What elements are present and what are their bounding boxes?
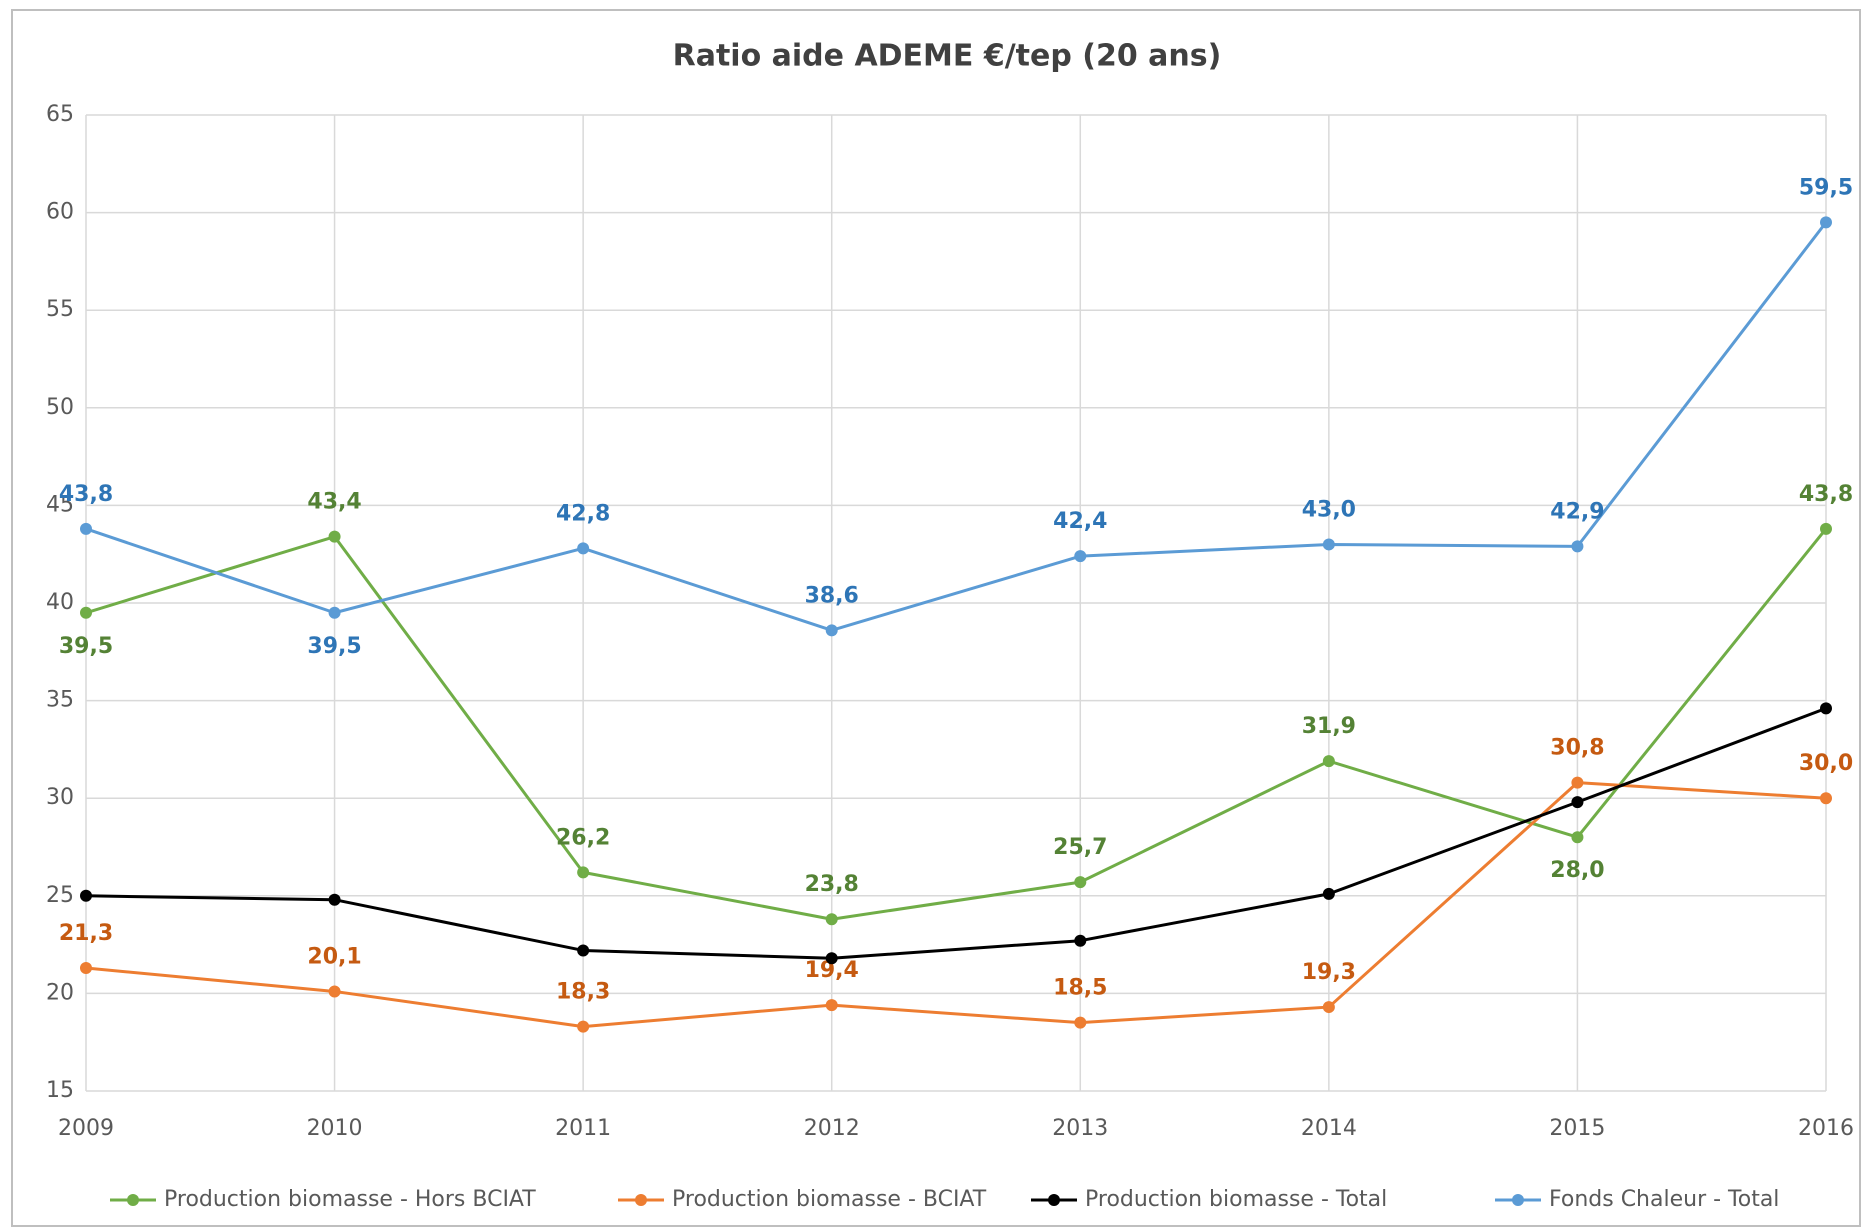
data-point <box>1074 1016 1087 1029</box>
data-point <box>328 985 341 998</box>
data-label: 42,4 <box>1053 509 1107 534</box>
y-tick-label: 30 <box>46 785 74 810</box>
data-point <box>1322 887 1335 900</box>
data-label: 25,7 <box>1053 835 1107 860</box>
data-label: 30,0 <box>1799 751 1853 776</box>
data-label: 19,3 <box>1302 960 1356 985</box>
data-point <box>1074 876 1087 889</box>
data-point <box>80 889 92 902</box>
x-tick-label: 2013 <box>1052 1116 1108 1141</box>
legend-marker <box>1512 1194 1524 1206</box>
data-point <box>1820 702 1832 715</box>
data-point <box>1322 538 1335 551</box>
data-point <box>1571 776 1584 789</box>
data-label: 21,3 <box>59 921 113 946</box>
data-label: 43,4 <box>307 490 361 515</box>
data-point <box>1820 522 1832 535</box>
y-tick-label: 45 <box>46 492 74 517</box>
data-point <box>328 893 341 906</box>
data-label: 42,8 <box>556 501 610 526</box>
data-label: 43,8 <box>59 482 113 507</box>
data-point <box>1074 550 1087 563</box>
data-point <box>1571 831 1584 844</box>
x-tick-label: 2010 <box>307 1116 363 1141</box>
x-tick-label: 2011 <box>555 1116 611 1141</box>
data-point <box>825 624 838 637</box>
data-label: 18,3 <box>556 980 610 1005</box>
data-point <box>825 952 838 965</box>
data-point <box>1074 934 1087 947</box>
data-label: 42,9 <box>1550 499 1604 524</box>
data-label: 39,5 <box>59 634 113 659</box>
legend-marker <box>635 1194 647 1206</box>
y-tick-label: 40 <box>46 590 74 615</box>
data-point <box>1571 540 1584 553</box>
y-tick-label: 25 <box>46 883 74 908</box>
data-point <box>328 530 341 543</box>
data-point <box>577 1020 590 1033</box>
data-point <box>1322 755 1335 768</box>
chart-frame <box>11 9 1861 1227</box>
y-tick-label: 15 <box>46 1078 74 1103</box>
data-label: 39,5 <box>307 634 361 659</box>
legend-label: Production biomasse - Hors BCIAT <box>164 1187 536 1212</box>
data-label: 23,8 <box>805 872 859 897</box>
x-tick-label: 2012 <box>804 1116 860 1141</box>
series-line <box>85 781 1827 1029</box>
data-label: 31,9 <box>1302 714 1356 739</box>
x-tick-label: 2014 <box>1301 1116 1357 1141</box>
data-point <box>1571 796 1584 809</box>
legend-label: Production biomasse - Total <box>1085 1187 1387 1212</box>
data-point <box>577 944 590 957</box>
data-label: 38,6 <box>805 583 859 608</box>
x-tick-label: 2016 <box>1798 1116 1854 1141</box>
y-tick-label: 65 <box>46 102 74 127</box>
y-tick-label: 60 <box>46 200 74 225</box>
data-point <box>1820 792 1832 805</box>
data-point <box>80 962 92 975</box>
series-line <box>85 527 1828 921</box>
data-label: 59,5 <box>1799 175 1853 200</box>
legend-marker <box>1048 1194 1060 1206</box>
data-point <box>328 606 341 619</box>
series-line <box>85 707 1827 960</box>
series-line <box>85 221 1828 632</box>
y-tick-label: 55 <box>46 297 74 322</box>
y-tick-label: 35 <box>46 688 74 713</box>
legend-marker <box>127 1194 139 1206</box>
y-tick-label: 50 <box>46 395 74 420</box>
data-point <box>1322 1001 1335 1014</box>
data-point <box>825 913 838 926</box>
data-label: 43,0 <box>1302 497 1356 522</box>
data-point <box>577 866 590 879</box>
data-label: 18,5 <box>1053 976 1107 1001</box>
legend-label: Production biomasse - BCIAT <box>672 1187 987 1212</box>
x-tick-label: 2015 <box>1549 1116 1605 1141</box>
data-point <box>80 606 92 619</box>
y-tick-label: 20 <box>46 980 74 1005</box>
data-label: 26,2 <box>556 825 610 850</box>
data-point <box>577 542 590 555</box>
data-label: 28,0 <box>1550 858 1604 883</box>
data-point <box>80 522 92 535</box>
data-point <box>1820 216 1832 229</box>
data-point <box>825 999 838 1012</box>
x-tick-label: 2009 <box>58 1116 114 1141</box>
data-label: 43,8 <box>1799 482 1853 507</box>
legend-label: Fonds Chaleur - Total <box>1549 1187 1779 1212</box>
chart-title: Ratio aide ADEME €/tep (20 ans) <box>673 39 1222 74</box>
data-label: 30,8 <box>1550 736 1604 761</box>
data-label: 20,1 <box>307 944 361 969</box>
